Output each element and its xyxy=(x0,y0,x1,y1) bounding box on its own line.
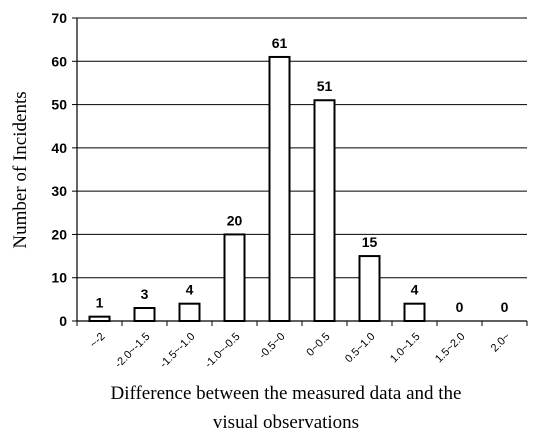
data-label: 20 xyxy=(227,212,243,228)
x-tick-label: 1.0~1.5 xyxy=(388,331,423,366)
x-tick-label: 2.0~ xyxy=(489,331,513,355)
bar xyxy=(358,255,381,323)
y-tick-label: 50 xyxy=(51,97,67,113)
bar xyxy=(268,55,291,322)
grid-lines xyxy=(77,17,527,279)
y-tick-label: 20 xyxy=(51,226,67,242)
y-axis-title: Number of Incidents xyxy=(10,91,31,248)
data-label: 4 xyxy=(186,282,194,298)
x-tick-label: -1.0~-0.5 xyxy=(203,331,243,371)
bars xyxy=(88,55,426,323)
x-tick-label: 0.5~1.0 xyxy=(343,331,378,366)
y-tick-label: 0 xyxy=(59,313,67,329)
y-tick-labels: 0 10 20 30 40 50 60 70 xyxy=(51,10,67,329)
x-axis-title-line-1: Difference between the measured data and… xyxy=(111,383,462,404)
x-tick-label: 1.5~2.0 xyxy=(433,331,468,366)
x-tick-labels: ~-2 -2.0~-1.5 -1.5~-1.0 -1.0~-0.5 -0.5~0 0~0.… xyxy=(88,331,513,371)
y-tick-label: 10 xyxy=(51,270,67,286)
bar xyxy=(178,302,201,322)
x-axis-title-line-2: visual observations xyxy=(213,412,359,433)
bar xyxy=(88,315,111,322)
x-tick-label: -0.5~0 xyxy=(257,331,288,362)
data-label: 61 xyxy=(272,35,288,51)
y-tick-label: 60 xyxy=(51,53,67,69)
data-label: 0 xyxy=(501,299,509,315)
bar xyxy=(403,302,426,322)
y-tick-label: 40 xyxy=(51,140,67,156)
data-label: 1 xyxy=(96,295,104,311)
y-tick-label: 30 xyxy=(51,183,67,199)
x-tick-label: -1.5~-1.0 xyxy=(158,331,198,371)
data-label: 0 xyxy=(456,299,464,315)
data-label: 51 xyxy=(317,78,333,94)
data-label: 3 xyxy=(141,286,149,302)
y-tick-label: 70 xyxy=(51,10,67,26)
x-tick-label: -2.0~-1.5 xyxy=(113,331,153,371)
data-label: 4 xyxy=(411,282,419,298)
data-label: 15 xyxy=(362,234,378,250)
bar xyxy=(133,307,156,322)
data-labels: 1 3 4 20 61 51 15 4 0 0 xyxy=(96,35,509,315)
axes xyxy=(72,17,528,326)
bar xyxy=(223,233,246,322)
bar xyxy=(313,99,336,322)
x-tick-label: 0~0.5 xyxy=(304,331,332,359)
x-tick-label: ~-2 xyxy=(88,331,108,351)
